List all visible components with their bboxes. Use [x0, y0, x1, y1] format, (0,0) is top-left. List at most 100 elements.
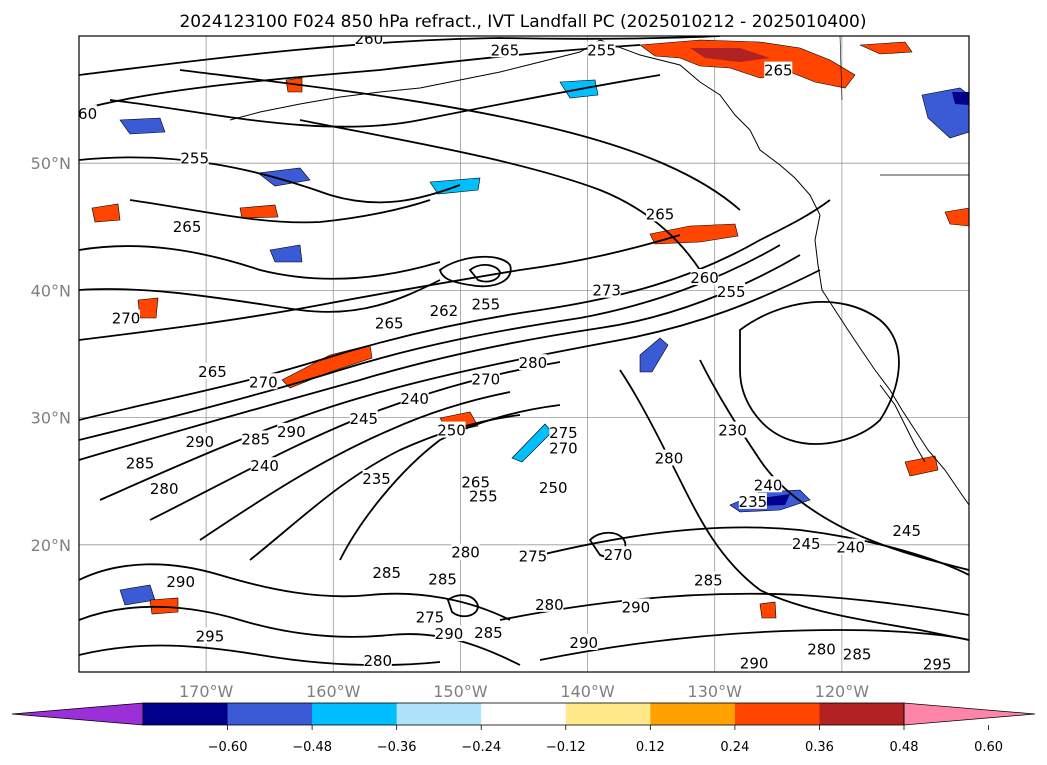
lon-tick-label: 170°W — [179, 682, 234, 701]
lon-tick-label: 150°W — [433, 682, 488, 701]
coastline-na-west — [814, 214, 969, 506]
warm-patch-east — [904, 455, 939, 477]
lon-tick-label: 130°W — [688, 682, 743, 701]
contour-label-bg — [469, 487, 498, 504]
contour-label-bg — [539, 478, 568, 495]
colorbar-extend-low — [11, 702, 144, 726]
contour-line — [79, 199, 831, 421]
contour-label: 290 — [166, 573, 195, 591]
warm-patch-band — [239, 204, 279, 219]
contour-label-bg — [429, 302, 458, 319]
latitude-tick-labels: 50°N 40°N 30°N 20°N — [31, 154, 71, 555]
contour-line — [79, 234, 681, 341]
warm-patch-sw — [149, 597, 179, 615]
contour-label: 290 — [185, 433, 214, 451]
contour-label: 270 — [472, 371, 501, 389]
contour-label: 240 — [754, 476, 783, 494]
contour-label: 285 — [126, 455, 155, 473]
contour-label: 265 — [173, 218, 202, 236]
warm-patch-jet1 — [281, 344, 373, 389]
contour-label-bg — [764, 61, 793, 78]
contour-label: 260 — [355, 30, 384, 48]
colorbar-tick-label: 0.12 — [636, 740, 665, 755]
contour-label: 240 — [836, 539, 865, 557]
colorbar-extend-high — [903, 702, 1036, 726]
contour-line — [739, 301, 900, 445]
contour-label: 270 — [249, 373, 278, 391]
contour-label-bg — [363, 651, 392, 668]
colorbar-swatch — [312, 703, 398, 725]
colorbar-tick-label: 0.48 — [890, 740, 919, 755]
warm-patch-alaska — [639, 39, 856, 89]
contour-label-bg — [434, 625, 463, 642]
coastline-aleutians — [229, 39, 601, 121]
contour-label: 290 — [277, 423, 306, 441]
contour-label: 280 — [807, 640, 836, 658]
contour-label-bg — [718, 421, 747, 438]
contour-label-bg — [195, 627, 224, 644]
contour-label-bg — [166, 572, 195, 589]
contour-label-bg — [112, 309, 141, 326]
contour-label: 295 — [196, 628, 225, 646]
contour-label: 245 — [792, 535, 821, 553]
longitude-tick-labels: 170°W 160°W 150°W 140°W 130°W 120°W — [179, 682, 869, 701]
coastlines — [229, 36, 969, 506]
colorbar-swatch — [565, 703, 651, 725]
cold-patch-jet — [639, 337, 669, 373]
contour-label-bg — [792, 534, 821, 551]
warm-patch-alaska-core — [690, 48, 770, 62]
contour-label-bg — [740, 654, 769, 671]
contour-line — [79, 44, 641, 111]
contour-label-bg — [180, 149, 209, 166]
contour-label-bg — [249, 373, 278, 390]
map-frame — [78, 35, 970, 673]
contour-label-bg — [549, 439, 578, 456]
colorbar-tick-label: −0.12 — [546, 740, 586, 755]
contour-label-bg — [923, 655, 952, 672]
contour-label-bg — [604, 546, 633, 563]
colorbar-swatch — [650, 703, 736, 725]
contour-label: 280 — [363, 652, 392, 670]
lat-tick-label: 30°N — [31, 409, 71, 428]
contour-label: 280 — [535, 596, 564, 614]
colorbar-swatch — [396, 703, 482, 725]
cold-patch-bc-core — [952, 92, 969, 105]
contour-label: 285 — [372, 564, 401, 582]
contour-label-bg — [362, 469, 391, 486]
contour-label: 275 — [416, 609, 445, 627]
contour-line — [438, 255, 512, 288]
contour-label-bg — [738, 492, 767, 509]
contour-label-bg — [150, 480, 179, 497]
contour-label: 295 — [923, 656, 952, 674]
contour-label-bg — [836, 538, 865, 555]
contour-line — [199, 391, 511, 541]
contour-label: 250 — [539, 479, 568, 497]
colorbar-tick-label: −0.36 — [377, 740, 417, 755]
contour-line — [179, 69, 741, 211]
contour-label: 265 — [461, 474, 490, 492]
map-title: 2024123100 F024 850 hPa refract., IVT La… — [179, 12, 866, 32]
contour-label: 245 — [349, 410, 378, 428]
contour-label-bg — [717, 282, 746, 299]
contour-label: 255 — [717, 283, 746, 301]
lon-tick-label: 140°W — [560, 682, 615, 701]
contour-line — [79, 254, 801, 461]
contour-label-bg — [372, 564, 401, 581]
contour-label-bg — [587, 41, 616, 58]
contour-line — [299, 119, 701, 271]
warm-patch-lw — [137, 297, 159, 319]
contour-label-bg — [185, 433, 214, 450]
contour-label: 255 — [180, 149, 209, 167]
contour-label: 285 — [843, 645, 872, 663]
contour-label-bg — [569, 634, 598, 651]
contour-line — [109, 74, 661, 128]
contour-label-bg — [754, 476, 783, 493]
contour-label-bg — [451, 543, 480, 560]
contour-label-bg — [437, 421, 466, 438]
contour-line — [129, 199, 431, 224]
contour-label-bg — [690, 268, 719, 285]
coastline-alaska — [599, 39, 821, 216]
